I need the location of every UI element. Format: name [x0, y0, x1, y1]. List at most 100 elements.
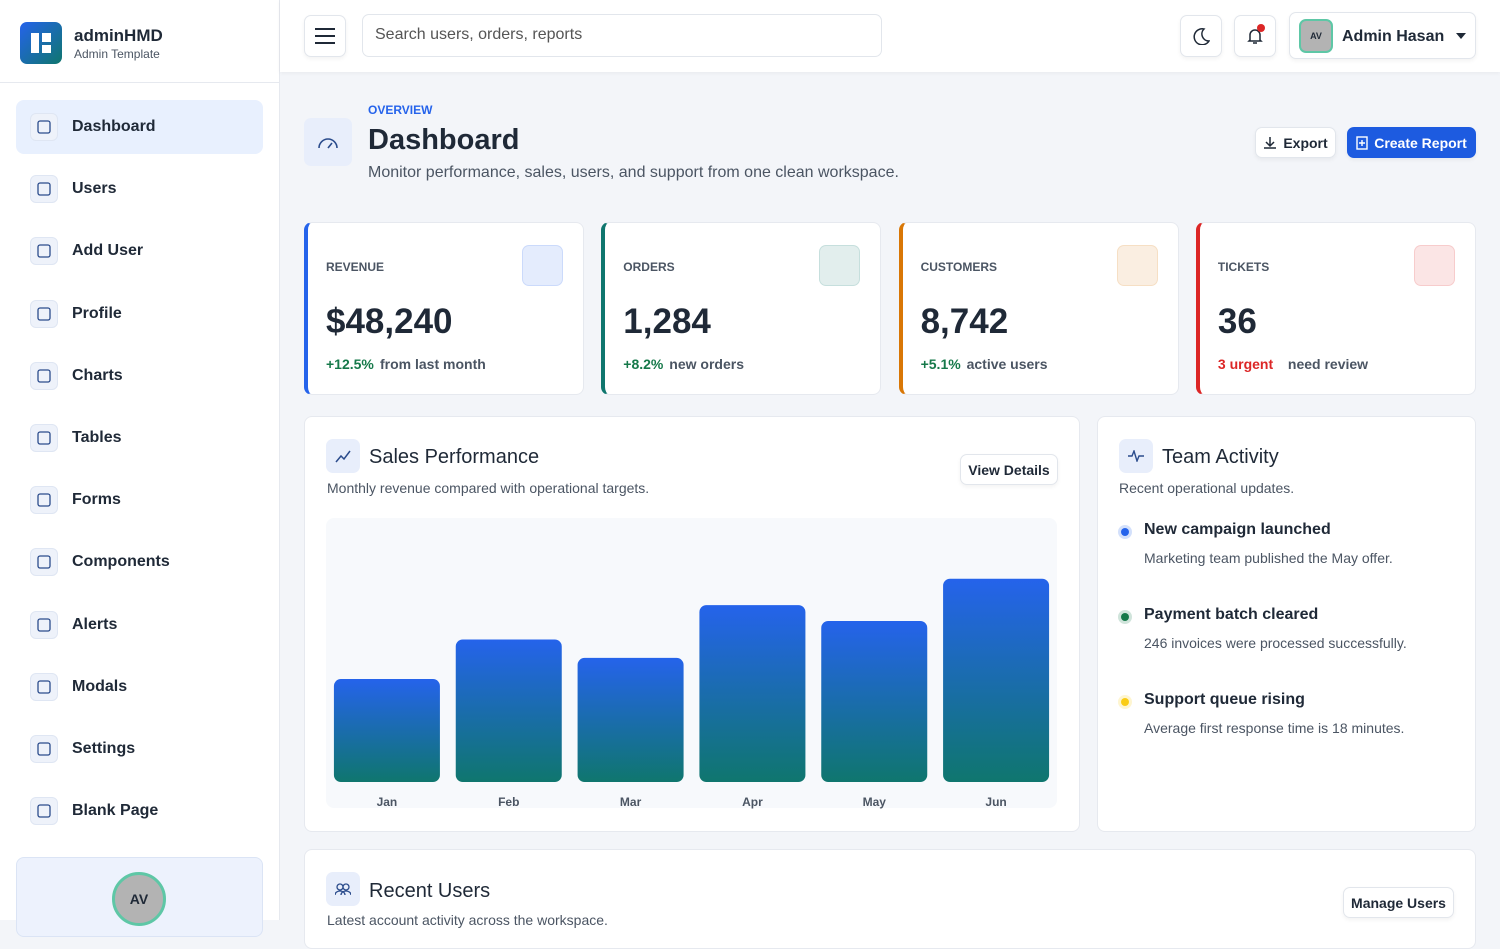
nav-icon [30, 797, 58, 826]
panel-title: Sales Performance [369, 446, 540, 468]
icon [37, 493, 51, 507]
panel-icon [326, 439, 360, 473]
nav-item[interactable]: Charts [16, 349, 263, 403]
stat-icon [1116, 245, 1158, 286]
nav-item[interactable]: Modals [16, 660, 263, 714]
menu-button[interactable] [304, 15, 346, 57]
nav-item[interactable]: Tables [16, 411, 263, 465]
stat-icon [522, 245, 563, 286]
nav-item[interactable]: Add User [16, 224, 263, 278]
activity-title: New campaign launched [1144, 521, 1331, 538]
x-tick-label: Jan [377, 795, 398, 809]
icon [37, 680, 51, 694]
icon [37, 182, 51, 196]
manage-users-button[interactable]: Manage Users [1343, 887, 1454, 918]
nav-icon [30, 424, 58, 452]
icon [37, 742, 51, 756]
page-title: Dashboard [368, 124, 520, 156]
panel-subtitle: Monthly revenue compared with operationa… [327, 480, 650, 496]
logo [20, 22, 62, 64]
panel-title: Recent Users [369, 880, 491, 902]
icon [37, 369, 51, 383]
nav-label: Settings [72, 740, 136, 757]
nav-label: Users [72, 180, 117, 198]
bar [943, 578, 1050, 782]
x-tick-label: Mar [620, 795, 642, 809]
user-name: Admin Hasan [1342, 28, 1445, 45]
panel-subtitle: Latest account activity across the works… [327, 912, 608, 928]
header-icon [304, 118, 352, 166]
user-menu[interactable]: AV Admin Hasan [1289, 12, 1476, 59]
stat-value: 36 [1217, 302, 1257, 341]
nav-item[interactable]: Alerts [16, 598, 263, 652]
stat-note: from last month [380, 356, 486, 372]
activity-title: Support queue rising [1144, 691, 1305, 708]
stat-card: ORDERS 1,284 +8.2% new orders [601, 222, 882, 395]
nav-icon [30, 113, 58, 141]
nav-item[interactable]: Settings [16, 722, 263, 776]
nav-item[interactable]: Dashboard [16, 100, 263, 154]
bar [699, 605, 806, 782]
status-dot [1118, 610, 1132, 624]
nav-label: Components [72, 553, 170, 571]
icon [37, 120, 51, 134]
stat-note: active users [966, 356, 1048, 372]
stat-value: 1,284 [623, 302, 711, 341]
badge [1257, 24, 1265, 32]
create-report-button[interactable]: Create Report [1347, 127, 1476, 158]
stat-note: need review [1287, 356, 1369, 372]
nav-item[interactable]: Forms [16, 473, 263, 527]
stat-note: new orders [669, 356, 744, 372]
brand: adminHMD [74, 26, 163, 45]
theme-button[interactable] [1180, 15, 1222, 57]
nav-icon [30, 486, 58, 515]
divider [0, 82, 279, 83]
nav-icon [30, 237, 58, 266]
button-label: Export [1283, 134, 1328, 151]
stat-card: REVENUE $48,240 +12.5% from last month [304, 222, 584, 395]
nav-icon [30, 548, 58, 577]
stat-delta: +8.2% [623, 356, 664, 372]
stat-label: CUSTOMERS [920, 260, 998, 274]
nav-icon [30, 175, 58, 204]
search-input[interactable]: Search users, orders, reports [362, 14, 882, 57]
status-dot [1118, 695, 1132, 709]
nav-icon [30, 735, 58, 763]
panel-icon [326, 872, 360, 906]
nav-icon [30, 361, 58, 390]
stat-delta: +12.5% [326, 356, 374, 372]
nav-label: Modals [72, 677, 128, 695]
stat-delta: 3 urgent [1217, 356, 1274, 372]
x-tick-label: Feb [498, 795, 519, 809]
nav-item[interactable]: Components [16, 535, 263, 589]
icon [37, 804, 51, 818]
x-tick-label: Apr [742, 795, 763, 809]
bar [333, 679, 440, 782]
view-details-button[interactable]: View Details [960, 454, 1058, 485]
nav-label: Tables [72, 429, 122, 446]
stat-label: ORDERS [623, 260, 675, 274]
panel-subtitle: Recent operational updates. [1119, 480, 1295, 496]
icon [37, 306, 51, 321]
activity-panel: Team Activity Recent operational updates… [1097, 416, 1476, 832]
sidebar: adminHMD Admin Template AV Dashboard User… [0, 0, 280, 937]
activity-desc: Average first response time is 18 minute… [1144, 720, 1405, 736]
export-button[interactable]: Export [1255, 127, 1336, 158]
stat-label: TICKETS [1217, 260, 1270, 274]
sales-chart: Jan Feb Mar Apr May Jun [326, 518, 1057, 809]
nav-item[interactable]: Blank Page [16, 784, 263, 838]
stat-value: $48,240 [326, 302, 453, 341]
activity-title: Payment batch cleared [1144, 606, 1319, 623]
nav-item[interactable]: Profile [16, 287, 263, 341]
activity-desc: 246 invoices were processed successfully… [1144, 635, 1407, 651]
x-tick-label: Jun [985, 795, 1006, 809]
nav-item[interactable]: Users [16, 162, 263, 216]
avatar: AV [112, 872, 166, 926]
notification-button[interactable] [1234, 15, 1276, 57]
activity-desc: Marketing team published the May offer. [1144, 550, 1393, 566]
stat-card: CUSTOMERS 8,742 +5.1% active users [898, 222, 1179, 395]
nav-icon [30, 299, 58, 328]
icon [37, 617, 51, 632]
panel-icon [1119, 439, 1153, 473]
